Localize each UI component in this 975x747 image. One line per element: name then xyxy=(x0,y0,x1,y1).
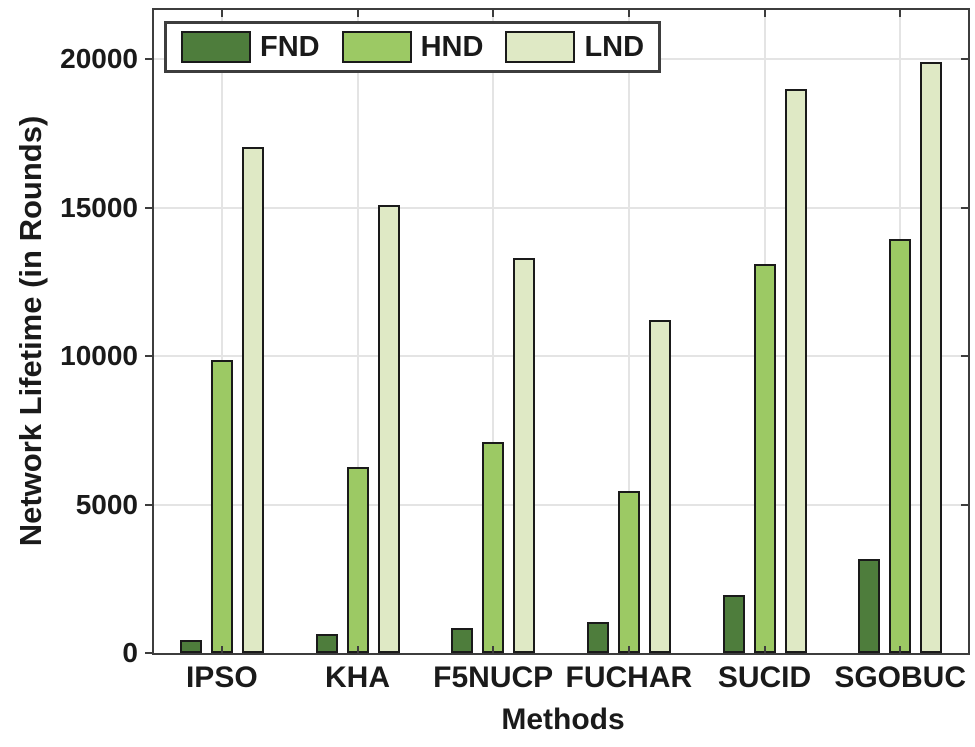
y-tick-mark-right xyxy=(961,58,968,61)
y-tick-mark-left xyxy=(145,503,152,506)
bar-f5nucp-lnd xyxy=(513,258,536,653)
bar-f5nucp-fnd xyxy=(451,627,474,653)
x-tick-mark-top xyxy=(356,10,359,17)
y-tick-mark-right xyxy=(961,355,968,358)
legend-label-lnd: LND xyxy=(584,31,645,63)
bar-ipso-fnd xyxy=(179,639,202,653)
legend-swatch-lnd xyxy=(505,31,576,63)
horizontal-gridline xyxy=(154,503,968,506)
legend-swatch-hnd xyxy=(341,31,412,63)
bar-sucid-lnd xyxy=(784,88,807,653)
y-tick-mark-left xyxy=(145,206,152,209)
legend-item-hnd: HND xyxy=(341,31,484,63)
bar-sucid-fnd xyxy=(722,595,745,653)
vertical-gridline xyxy=(356,10,359,653)
x-tick-mark-bottom xyxy=(220,646,223,653)
x-tick-mark-top xyxy=(763,10,766,17)
x-tick-mark-bottom xyxy=(763,646,766,653)
y-tick-label: 10000 xyxy=(60,340,138,371)
x-tick-label: IPSO xyxy=(185,661,258,694)
bar-kha-fnd xyxy=(315,633,338,653)
horizontal-gridline xyxy=(154,355,968,358)
bar-ipso-hnd xyxy=(210,360,233,653)
x-tick-mark-top xyxy=(627,10,630,17)
x-tick-label: SGOBUC xyxy=(834,661,966,694)
legend-item-lnd: LND xyxy=(505,31,644,63)
vertical-gridline xyxy=(492,10,495,653)
x-tick-mark-bottom xyxy=(356,646,359,653)
x-tick-mark-bottom xyxy=(492,646,495,653)
x-tick-mark-bottom xyxy=(627,646,630,653)
y-tick-label: 15000 xyxy=(60,191,138,223)
legend-label-fnd: FND xyxy=(260,31,320,63)
legend: FND HND LND xyxy=(164,21,662,73)
bar-ipso-lnd xyxy=(241,146,264,653)
legend-label-hnd: HND xyxy=(420,31,484,63)
bar-fuchar-lnd xyxy=(648,320,671,653)
bar-sgobuc-hnd xyxy=(889,238,912,653)
bar-sgobuc-fnd xyxy=(858,559,881,653)
x-tick-label: F5NUCP xyxy=(433,661,554,694)
y-tick-mark-left xyxy=(145,355,152,358)
bar-fuchar-hnd xyxy=(617,491,640,653)
y-tick-mark-right xyxy=(961,206,968,209)
y-axis-label: Network Lifetime (in Rounds) xyxy=(13,115,48,547)
y-tick-label: 5000 xyxy=(75,488,138,520)
bar-kha-hnd xyxy=(346,467,369,653)
x-tick-mark-bottom xyxy=(899,646,902,653)
bar-f5nucp-hnd xyxy=(482,442,505,653)
legend-swatch-fnd xyxy=(181,31,251,63)
y-tick-mark-right xyxy=(961,503,968,506)
x-tick-label: FUCHAR xyxy=(565,661,693,694)
y-tick-mark-left xyxy=(145,652,152,654)
x-tick-label: SUCID xyxy=(717,661,812,694)
horizontal-gridline xyxy=(154,206,968,209)
x-tick-mark-top xyxy=(899,10,902,17)
x-axis-label: Methods xyxy=(501,703,625,736)
bar-sgobuc-lnd xyxy=(920,61,943,653)
legend-item-fnd: FND xyxy=(181,31,320,63)
bar-fuchar-fnd xyxy=(586,621,609,653)
y-tick-mark-left xyxy=(145,58,152,61)
x-tick-label: KHA xyxy=(325,661,390,694)
bar-sucid-hnd xyxy=(753,263,776,653)
y-tick-label: 20000 xyxy=(60,43,138,74)
y-tick-label: 0 xyxy=(122,637,138,668)
x-tick-mark-top xyxy=(492,10,495,17)
bar-kha-lnd xyxy=(377,204,400,653)
vertical-gridline xyxy=(220,10,223,653)
x-tick-mark-top xyxy=(220,10,223,17)
vertical-gridline xyxy=(627,10,630,653)
plot-area: FND HND LND xyxy=(145,8,970,655)
